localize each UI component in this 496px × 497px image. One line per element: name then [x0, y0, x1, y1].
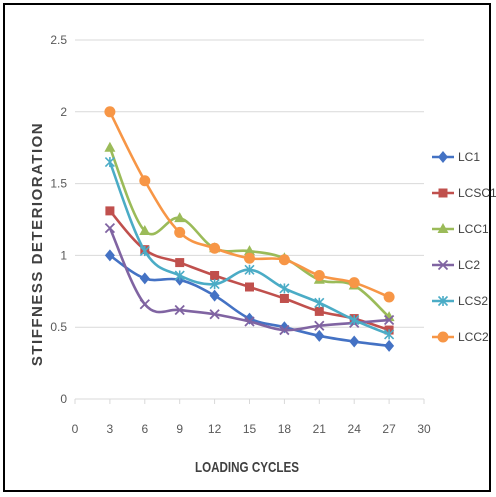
data-point-lc1: [104, 249, 115, 262]
x-tick-label: 12: [208, 422, 222, 436]
data-point-lcc2: [313, 270, 325, 282]
legend-item-lcs2: LCS2: [432, 294, 488, 308]
data-point-lcc2: [244, 252, 255, 264]
data-point-lcs2: [104, 156, 115, 168]
x-tick-label: 27: [382, 422, 396, 436]
series-lcs2: [104, 156, 395, 340]
data-point-lcs2: [349, 314, 360, 326]
legend-marker: [438, 188, 448, 198]
data-point-lc1: [314, 329, 325, 342]
x-tick-label: 24: [348, 422, 362, 436]
legend-item-lcc1: LCC1: [432, 222, 489, 236]
data-point-lcc2: [174, 226, 186, 238]
legend-label: LCSC1: [458, 186, 496, 200]
legend-label: LCC1: [458, 222, 489, 236]
data-point-lcc1: [244, 245, 255, 256]
y-tick-label: 0.5: [50, 320, 67, 334]
series-line-lcc1: [108, 147, 390, 319]
legend-marker: [437, 295, 449, 307]
y-tick-label: 0: [60, 392, 67, 406]
y-tick-label: 1: [60, 248, 67, 262]
data-point-lcs2: [139, 246, 150, 257]
data-point-lc1: [209, 289, 220, 302]
data-point-lcc2: [278, 254, 290, 266]
data-point-lcs2: [314, 297, 325, 308]
data-point-lcc2: [139, 175, 151, 187]
series-lc2: [104, 222, 395, 336]
axes: [74, 398, 425, 404]
legend-item-lc1: LC1: [432, 150, 480, 164]
legend-marker: [437, 331, 449, 343]
x-tick-label: 6: [141, 422, 148, 436]
legend-marker: [438, 151, 448, 163]
data-point-lc2: [209, 309, 220, 320]
data-point-lc2: [244, 316, 255, 327]
x-tick-label: 0: [72, 422, 79, 436]
data-point-lc2: [139, 299, 150, 310]
data-point-lcsc1: [279, 293, 289, 303]
data-point-lc2: [104, 222, 116, 234]
data-point-lcc2: [348, 277, 360, 289]
x-tick-label: 30: [417, 422, 431, 436]
x-axis-label: LOADING CYCLES: [195, 459, 299, 476]
x-tick-label: 21: [313, 422, 327, 436]
data-point-lcc1: [104, 141, 116, 152]
y-axis-label: STIFFNESS DETERIORATION: [29, 122, 46, 366]
legend: LC1 LCSC1 LCC1 LC2 LCS2 LCC2: [432, 150, 496, 344]
x-tick-label: 15: [243, 422, 257, 436]
y-tick-label: 1.5: [50, 177, 67, 191]
legend-label: LCS2: [458, 294, 488, 308]
data-point-lcsc1: [314, 306, 324, 316]
y-tick-labels: 0 0.5 1 1.5 2 2.5: [50, 33, 67, 406]
data-point-lcc2: [104, 106, 116, 118]
data-point-lcs2: [279, 283, 290, 294]
legend-marker: [437, 223, 449, 233]
x-tick-label: 3: [107, 422, 114, 436]
data-point-lcsc1: [245, 282, 254, 292]
legend-item-lcsc1: LCSC1: [432, 186, 496, 200]
data-point-lcs2: [209, 279, 220, 290]
data-point-lcs2: [174, 270, 185, 281]
legend-label: LC1: [458, 150, 480, 164]
data-point-lcsc1: [210, 271, 220, 281]
data-point-lcc2: [209, 242, 221, 254]
y-tick-label: 2.5: [50, 33, 67, 47]
data-point-lcc1: [174, 212, 186, 223]
data-point-lc2: [174, 304, 185, 316]
x-tick-label: 9: [176, 422, 183, 436]
x-tick-labels: 0 3 6 9 12 15 18 21 24 27 30: [72, 422, 431, 436]
data-point-lc1: [349, 335, 360, 348]
data-point-lcs2: [244, 264, 255, 275]
data-point-lcc2: [383, 291, 395, 303]
legend-marker: [437, 259, 449, 271]
y-tick-label: 2: [60, 105, 67, 119]
data-point-lc2: [314, 320, 325, 331]
data-point-lc1: [384, 339, 395, 352]
legend-item-lc2: LC2: [432, 258, 480, 272]
data-point-lcsc1: [105, 206, 115, 216]
data-point-lcsc1: [175, 258, 185, 268]
legend-item-lcc2: LCC2: [432, 330, 489, 344]
legend-label: LC2: [458, 258, 480, 272]
data-point-lc2: [383, 314, 395, 326]
data-point-lc1: [139, 272, 150, 285]
series-lcc2: [104, 106, 395, 303]
data-point-lcc1: [139, 224, 151, 235]
data-point-lcs2: [384, 329, 395, 340]
legend-label: LCC2: [458, 330, 489, 344]
series-group: [104, 106, 395, 352]
chart-frame: [3, 3, 491, 492]
data-point-lc2: [279, 324, 290, 336]
data-point-lcc1: [383, 311, 395, 322]
series-lcc1: [104, 141, 395, 322]
x-tick-label: 18: [278, 422, 292, 436]
